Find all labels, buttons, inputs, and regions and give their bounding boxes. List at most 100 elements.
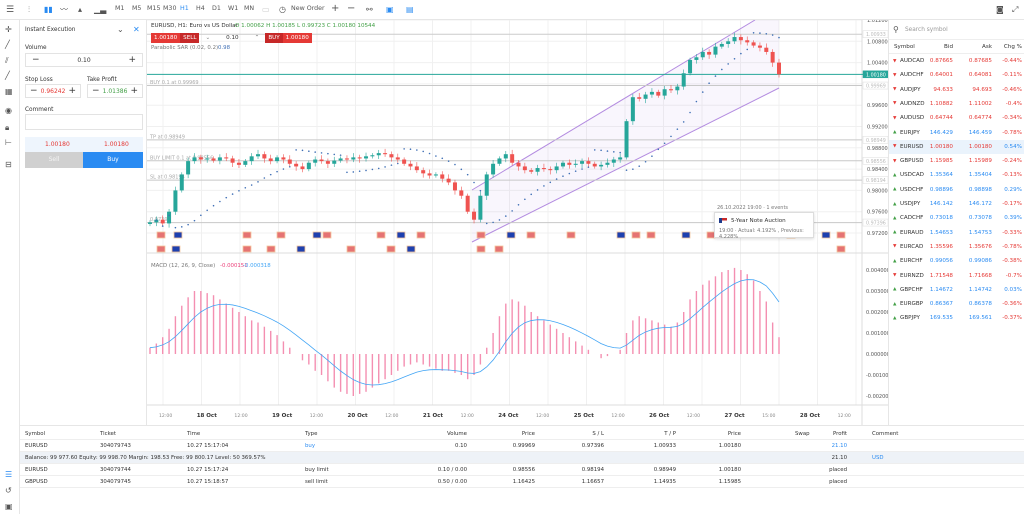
col-symbol[interactable]: Symbol [894, 44, 915, 50]
volume-chart-icon[interactable]: ▁▃ [94, 5, 107, 14]
minus-icon[interactable]: − [30, 86, 38, 96]
screenshot-icon[interactable]: ◙ [996, 5, 1004, 14]
one-click-sell-button[interactable]: SELL [180, 33, 200, 43]
chart-area[interactable]: BUY 0.1 at 0.99969 TP at 0.98949 BUY LIMIT… [147, 20, 888, 425]
watchlist-row[interactable]: ▲ GBPCHF 1.14672 1.14742 0.03% [889, 283, 1024, 297]
line-chart-icon[interactable]: 〰 [60, 5, 68, 14]
channel-icon[interactable]: ⫽ [5, 56, 9, 65]
watchlist-row[interactable]: ▼ AUDCAD 0.87665 0.87685 -0.44% [889, 54, 1024, 68]
watchlist-row[interactable]: ▲ GBPJPY 169.535 169.561 -0.37% [889, 311, 1024, 325]
watchlist-row[interactable]: ▼ AUDUSD 0.64744 0.64774 -0.34% [889, 111, 1024, 125]
watchlist-row[interactable]: ▼ EURNZD 1.71548 1.71668 -0.7% [889, 269, 1024, 283]
objects-icon[interactable]: ▣ [386, 5, 394, 14]
minus-icon[interactable]: − [92, 86, 100, 96]
col-header[interactable]: Type [305, 431, 318, 437]
col-header[interactable]: S / L [592, 431, 604, 437]
watchlist-row[interactable]: ▼ EURCAD 1.35596 1.35676 -0.78% [889, 240, 1024, 254]
watchlist-row[interactable]: ▲ USDCHF 0.98896 0.98898 0.29% [889, 183, 1024, 197]
trade-tab-icon[interactable]: ☰ [5, 470, 13, 479]
stop-loss-stepper[interactable]: − 0.96242 + [25, 84, 81, 98]
period-h4[interactable]: H4 [196, 5, 205, 12]
col-header[interactable]: Symbol [25, 431, 46, 437]
col-header[interactable]: Profit [832, 431, 847, 437]
col-header[interactable]: Comment [872, 431, 899, 437]
period-m1[interactable]: M1 [115, 5, 125, 12]
period-m15[interactable]: M15 [147, 5, 161, 12]
symbol-search[interactable]: ⚲ Search symbol [889, 20, 1024, 40]
plus-icon[interactable]: + [128, 55, 136, 65]
crosshair-icon[interactable]: ✛ [5, 25, 12, 34]
close-icon[interactable]: ✕ [133, 25, 140, 34]
period-mn[interactable]: MN [244, 5, 255, 12]
area-chart-icon[interactable]: ▴ [78, 5, 83, 14]
trendline-icon[interactable]: ╱ [5, 40, 10, 49]
watchlist-row[interactable]: ▼ AUDNZD 1.10882 1.11002 -0.4% [889, 97, 1024, 111]
one-click-volume[interactable]: 0.10 [226, 35, 239, 41]
chevron-down-icon[interactable]: ⌄ [117, 25, 124, 34]
watchlist-row[interactable]: ▲ EURCHF 0.99056 0.99086 -0.38% [889, 254, 1024, 268]
one-click-sell-price[interactable]: 1.00180 [151, 33, 181, 43]
col-bid[interactable]: Bid [944, 44, 953, 50]
plus-icon[interactable]: + [130, 86, 138, 96]
execution-mode-select[interactable]: Instant Execution [25, 27, 76, 33]
search-input[interactable]: Search symbol [905, 27, 948, 33]
delete-icon[interactable]: ⊟ [5, 160, 12, 169]
zoom-out-icon[interactable]: − [347, 3, 356, 14]
volume-stepper[interactable]: − 0.10 + [25, 53, 143, 67]
col-header[interactable]: Ticket [100, 431, 116, 437]
chart-canvas[interactable]: BUY 0.1 at 0.99969 TP at 0.98949 BUY LIMIT… [147, 20, 888, 425]
sell-button[interactable]: Sell [25, 152, 83, 168]
fullscreen-icon[interactable]: ⤢ [1012, 5, 1019, 14]
watchlist-row[interactable]: ▲ EURGBP 0.86367 0.86378 -0.36% [889, 297, 1024, 311]
col-header[interactable]: Time [187, 431, 201, 437]
col-header[interactable]: Volume [446, 431, 467, 437]
menu-icon[interactable]: ☰ [6, 5, 15, 15]
zoom-in-icon[interactable]: + [331, 3, 340, 14]
fibonacci-icon[interactable]: ╱ [5, 71, 10, 80]
period-m30[interactable]: M30 [163, 5, 177, 12]
plus-icon[interactable]: + [68, 86, 76, 96]
watchlist-row[interactable]: ▲ CADCHF 0.73018 0.73078 0.39% [889, 211, 1024, 225]
col-header[interactable]: Swap [795, 431, 810, 437]
take-profit-stepper[interactable]: − 1.01386 + [87, 84, 143, 98]
bar-chart-icon[interactable]: ⫶ [28, 5, 30, 14]
object-tree-icon[interactable]: ⊢ [5, 138, 12, 147]
minus-icon[interactable]: − [32, 55, 40, 65]
candlestick-icon[interactable]: ▮▮ [44, 5, 53, 14]
period-w1[interactable]: W1 [228, 5, 239, 12]
buy-button[interactable]: Buy [83, 152, 143, 168]
col-header[interactable]: Price [521, 431, 535, 437]
volume-up-icon[interactable]: ⌃ [254, 35, 260, 41]
journal-tab-icon[interactable]: ▣ [5, 502, 13, 511]
watchlist-row[interactable]: ▼ GBPUSD 1.15985 1.15989 -0.24% [889, 154, 1024, 168]
watchlist-row[interactable]: ▲ EURJPY 146.429 146.459 -0.78% [889, 126, 1024, 140]
lock-icon[interactable]: 🔒︎ [5, 123, 10, 132]
watchlist-row[interactable]: ▲ USDCAD 1.35364 1.35404 -0.13% [889, 168, 1024, 182]
watchlist-row[interactable]: ▼ EURUSD 1.00180 1.00180 0.54% [889, 139, 1024, 155]
summary-currency[interactable]: USD [872, 455, 884, 461]
new-order-button[interactable]: New Order [291, 5, 325, 12]
one-click-buy-price[interactable]: 1.00180 [282, 33, 312, 43]
table-row[interactable]: EURUSD 304079744 10.27 15:17:24 buy limit 0.… [20, 464, 1024, 476]
col-header[interactable]: Price [727, 431, 741, 437]
col-header[interactable]: T / P [664, 431, 676, 437]
shapes-icon[interactable]: ▦ [5, 87, 13, 96]
period-m5[interactable]: M5 [132, 5, 142, 12]
watchlist-row[interactable]: ▼ AUDJPY 94.633 94.693 -0.46% [889, 83, 1024, 97]
watchlist-row[interactable]: ▲ EURAUD 1.54653 1.54753 -0.33% [889, 226, 1024, 240]
indicators-icon[interactable]: ⚯ [366, 5, 373, 14]
period-h1[interactable]: H1 [180, 5, 189, 12]
watchlist-row[interactable]: ▲ USDJPY 146.142 146.172 -0.17% [889, 197, 1024, 211]
volume-down-icon[interactable]: ⌄ [205, 35, 211, 41]
period-d1[interactable]: D1 [212, 5, 221, 12]
history-tab-icon[interactable]: ↺ [5, 486, 12, 495]
comment-input[interactable] [25, 114, 143, 130]
table-row[interactable]: EURUSD 304079743 10.27 15:17:04 buy 0.10 0.99… [20, 440, 1024, 452]
template-icon[interactable]: ▭ [262, 5, 270, 14]
templates-icon[interactable]: ▤ [406, 5, 414, 14]
col-ask[interactable]: Ask [982, 44, 992, 50]
table-row[interactable]: GBPUSD 304079745 10.27 15:18:57 sell limit 0… [20, 476, 1024, 488]
col-chg[interactable]: Chg % [1003, 44, 1022, 50]
one-click-buy-button[interactable]: BUY [265, 33, 283, 43]
watchlist-row[interactable]: ▼ AUDCHF 0.64001 0.64081 -0.11% [889, 68, 1024, 82]
